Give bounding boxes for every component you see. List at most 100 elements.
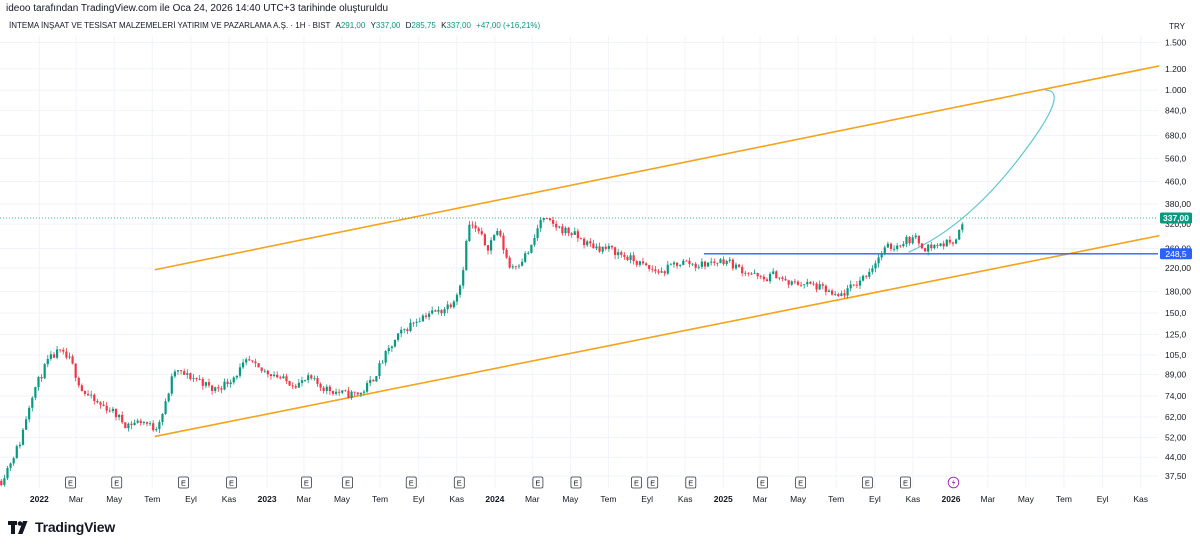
x-tick-label: 2022 <box>30 494 49 504</box>
candle-body <box>644 263 648 266</box>
y-tick-label: 380,00 <box>1165 199 1191 209</box>
earnings-box <box>861 476 873 489</box>
candle-body <box>31 397 34 408</box>
candle <box>710 257 713 266</box>
candle-body <box>685 260 688 262</box>
candle <box>834 290 837 296</box>
candle <box>567 226 570 237</box>
candle-body <box>263 370 266 372</box>
candle-body <box>666 264 669 274</box>
earnings-letter: E <box>409 479 414 488</box>
candle-body <box>161 413 164 422</box>
candle-body <box>564 227 567 234</box>
candle <box>623 252 626 260</box>
earnings-marker: E <box>226 476 237 489</box>
candle-body <box>226 381 229 385</box>
candle-body <box>6 467 9 479</box>
candle <box>217 384 220 392</box>
earnings-letter: E <box>760 479 765 488</box>
candle-body <box>542 218 545 220</box>
candle-body <box>657 271 660 273</box>
candle-body <box>843 293 846 296</box>
candle <box>232 376 235 385</box>
candle-body <box>121 414 124 423</box>
y-tick-label: 44,00 <box>1165 452 1187 462</box>
candle-body <box>824 285 827 292</box>
candle-body <box>958 229 961 240</box>
candle <box>480 227 483 236</box>
y-tick-label: 320,00 <box>1165 219 1191 229</box>
earnings-marker: E <box>631 476 642 489</box>
candle <box>508 255 511 269</box>
candle <box>136 418 139 424</box>
candle <box>644 262 648 267</box>
candle-body <box>474 225 477 229</box>
candle <box>220 386 223 394</box>
candle <box>322 385 325 394</box>
low-label: D <box>405 21 412 30</box>
candle-body <box>396 333 400 340</box>
candle-body <box>539 219 542 229</box>
candle-body <box>43 364 46 379</box>
candle-body <box>927 244 930 252</box>
candle <box>520 258 524 267</box>
candle <box>527 251 530 255</box>
candle <box>880 251 883 261</box>
candle <box>381 360 384 364</box>
candle <box>195 377 198 382</box>
candle <box>703 260 707 270</box>
candle-body <box>186 373 189 375</box>
candle-body <box>517 265 521 267</box>
candle-body <box>297 382 300 388</box>
candle-body <box>741 266 744 274</box>
candle <box>412 321 415 327</box>
high-value: 337,00 <box>375 21 401 30</box>
candle-body <box>533 238 536 245</box>
candle <box>28 405 31 423</box>
candle-body <box>412 322 415 324</box>
candle-body <box>133 422 136 425</box>
candle <box>573 227 576 236</box>
candle <box>654 265 657 274</box>
candle <box>865 275 868 280</box>
candle-body <box>452 301 455 308</box>
candle <box>276 371 279 379</box>
candle-body <box>731 259 734 269</box>
x-tick-label: Mar <box>525 494 540 504</box>
candle-body <box>282 376 285 379</box>
price-chart[interactable]: E E E E E E E E E E E E E E E E E 1.500 1.200 1.000 840,0 68… <box>0 0 1200 512</box>
candle-body <box>480 231 483 235</box>
candle <box>183 368 186 375</box>
candle <box>911 234 914 245</box>
candle-body <box>393 339 397 347</box>
candle <box>613 246 617 260</box>
candle-body <box>55 349 59 358</box>
candle <box>728 256 731 264</box>
x-tick-label: Kas <box>906 494 921 504</box>
candle-body <box>164 401 167 414</box>
candle <box>871 265 874 275</box>
candle-body <box>914 235 917 238</box>
candle-body <box>434 310 437 312</box>
candle <box>114 408 118 421</box>
tradingview-logo: TradingView <box>8 519 115 535</box>
candle-body <box>24 419 28 430</box>
candle-body <box>493 234 496 241</box>
earnings-letter: E <box>865 479 870 488</box>
candle <box>291 382 294 389</box>
candle-body <box>939 243 942 246</box>
candle-body <box>737 264 741 267</box>
candle-body <box>793 281 796 283</box>
candle-body <box>313 377 316 379</box>
candle <box>192 374 195 383</box>
candle <box>551 216 555 228</box>
candle-body <box>688 260 691 265</box>
candle-body <box>96 400 99 403</box>
candle <box>787 279 790 289</box>
change-value: +47,00 (+16,21%) <box>476 21 541 30</box>
candle-body <box>908 236 911 244</box>
candle <box>269 374 273 380</box>
candle <box>533 234 536 247</box>
candle-body <box>567 227 570 234</box>
candle <box>626 255 629 262</box>
